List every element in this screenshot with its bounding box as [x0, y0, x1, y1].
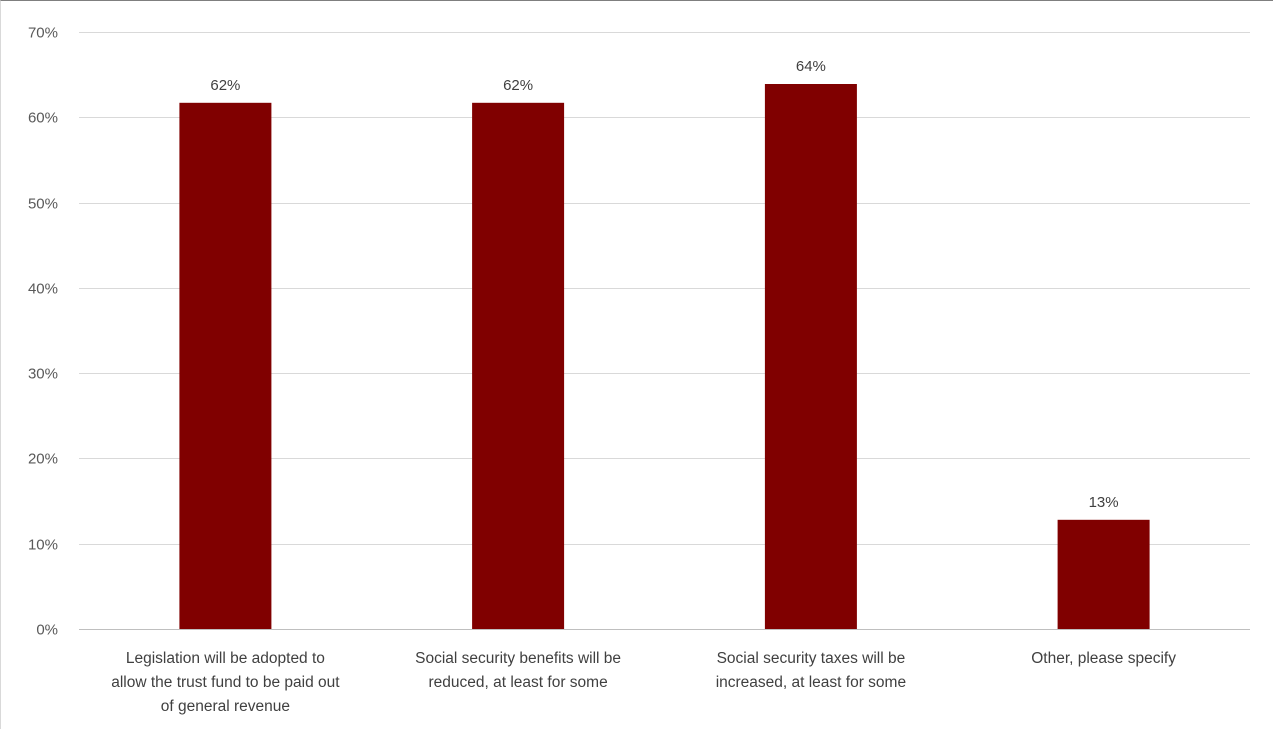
y-tick-label: 60% [28, 110, 58, 127]
data-label: 62% [210, 77, 240, 94]
bar [1057, 519, 1150, 629]
x-tick-label: Social security benefits will be reduced,… [415, 650, 621, 691]
y-tick-label: 70% [28, 25, 58, 42]
data-label: 64% [796, 58, 826, 75]
y-tick-label: 10% [28, 537, 58, 554]
bar [764, 84, 857, 629]
y-tick-label: 50% [28, 196, 58, 213]
data-label: 62% [503, 77, 533, 94]
x-tick-label: Social security taxes will be increased, … [716, 650, 906, 691]
data-label: 13% [1089, 494, 1119, 511]
y-tick-label: 30% [28, 366, 58, 383]
bar [179, 102, 272, 630]
y-tick-label: 40% [28, 281, 58, 298]
x-tick-label: Other, please specify [1031, 650, 1176, 667]
y-tick-label: 0% [36, 622, 58, 639]
y-tick-label: 20% [28, 451, 58, 468]
bar [472, 102, 565, 630]
x-tick-label: Legislation will be adopted to allow the … [111, 650, 340, 715]
